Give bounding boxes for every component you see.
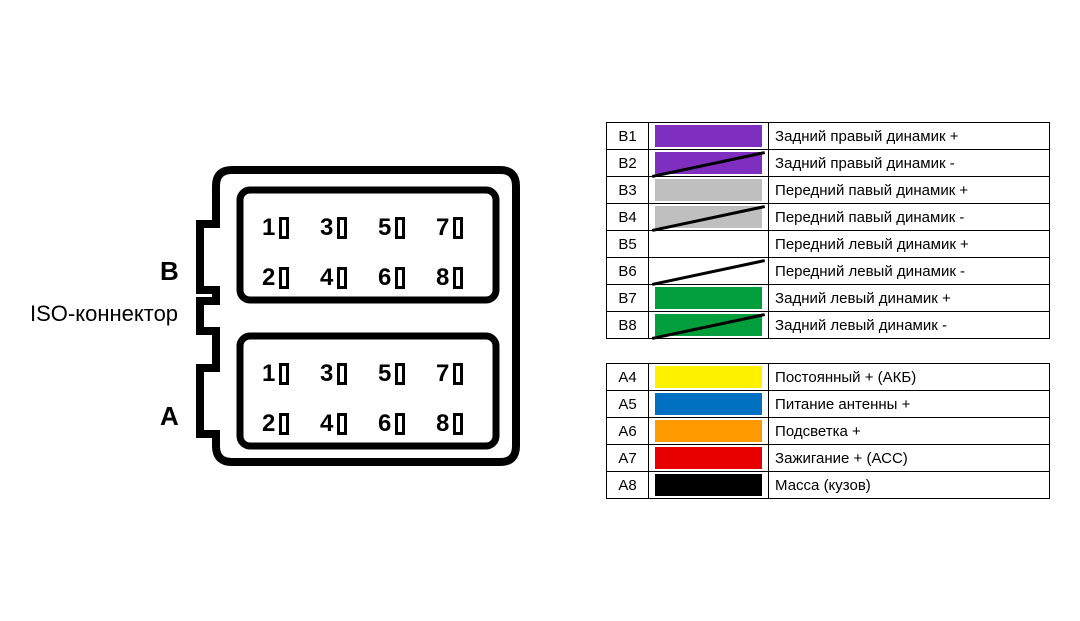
legend-row: A7 Зажигание + (АСС) <box>607 445 1050 472</box>
legend-row: B8 Задний левый динамик - <box>607 312 1050 339</box>
legend-code: B3 <box>607 177 649 204</box>
legend-swatch <box>649 312 769 339</box>
legend-row: B2 Задний правый динамик - <box>607 150 1050 177</box>
pin-b1: 1 <box>262 206 320 250</box>
pin-a1: 1 <box>262 352 320 396</box>
legend-desc: Передний павый динамик + <box>769 177 1050 204</box>
legend-code: A4 <box>607 364 649 391</box>
legend-row: B1 Задний правый динамик + <box>607 123 1050 150</box>
legend-desc: Задний правый динамик - <box>769 150 1050 177</box>
legend-desc: Питание антенны + <box>769 391 1050 418</box>
legend-code: B7 <box>607 285 649 312</box>
pin-a5: 5 <box>378 352 436 396</box>
pin-b8: 8 <box>436 256 494 300</box>
legend-swatch <box>649 204 769 231</box>
legend-desc: Подсветка + <box>769 418 1050 445</box>
pin-b5: 5 <box>378 206 436 250</box>
legend-swatch <box>649 177 769 204</box>
legend-row: A8 Масса (кузов) <box>607 472 1050 499</box>
legend-desc: Масса (кузов) <box>769 472 1050 499</box>
legend-swatch <box>649 418 769 445</box>
legend-swatch <box>649 364 769 391</box>
legend-swatch <box>649 231 769 258</box>
legend-code: A6 <box>607 418 649 445</box>
section-label-b: B <box>160 256 179 287</box>
pin-b3: 3 <box>320 206 378 250</box>
pins-a: 1 3 5 7 2 4 6 8 <box>262 352 494 446</box>
legend-desc: Передний павый динамик - <box>769 204 1050 231</box>
legend-desc: Передний левый динамик + <box>769 231 1050 258</box>
legend-desc: Зажигание + (АСС) <box>769 445 1050 472</box>
legend-code: A5 <box>607 391 649 418</box>
legend-swatch <box>649 150 769 177</box>
pin-a4: 4 <box>320 402 378 446</box>
legend-table-b: B1 Задний правый динамик + B2 Задний правый… <box>606 122 1050 339</box>
legend-code: A8 <box>607 472 649 499</box>
pin-b2: 2 <box>262 256 320 300</box>
pin-a6: 6 <box>378 402 436 446</box>
legend-code: B2 <box>607 150 649 177</box>
legend-code: B6 <box>607 258 649 285</box>
legend-desc: Задний правый динамик + <box>769 123 1050 150</box>
pin-a2: 2 <box>262 402 320 446</box>
connector-drawing: B A 1 3 5 7 2 4 6 8 1 3 5 7 2 4 6 8 <box>196 156 526 466</box>
legend-swatch <box>649 472 769 499</box>
legend-swatch <box>649 445 769 472</box>
legend-row: B7 Задний левый динамик + <box>607 285 1050 312</box>
legend-row: A6 Подсветка + <box>607 418 1050 445</box>
legend-desc: Постоянный + (АКБ) <box>769 364 1050 391</box>
pin-a8: 8 <box>436 402 494 446</box>
legend-row: A5 Питание антенны + <box>607 391 1050 418</box>
iso-label: ISO-коннектор <box>30 301 178 327</box>
legend-row: A4 Постоянный + (АКБ) <box>607 364 1050 391</box>
connector-block: ISO-коннектор B A 1 3 5 7 2 4 6 8 <box>30 156 526 466</box>
legend-desc: Передний левый динамик - <box>769 258 1050 285</box>
pin-a7: 7 <box>436 352 494 396</box>
legend-row: B5 Передний левый динамик + <box>607 231 1050 258</box>
legend-swatch <box>649 285 769 312</box>
legend-swatch <box>649 123 769 150</box>
legend-code: B5 <box>607 231 649 258</box>
connector-panel: ISO-коннектор B A 1 3 5 7 2 4 6 8 <box>30 156 526 466</box>
section-label-a: A <box>160 401 179 432</box>
legend-code: B4 <box>607 204 649 231</box>
legend-row: B4 Передний павый динамик - <box>607 204 1050 231</box>
legend-panel: B1 Задний правый динамик + B2 Задний правый… <box>606 122 1050 499</box>
pin-b7: 7 <box>436 206 494 250</box>
pins-b: 1 3 5 7 2 4 6 8 <box>262 206 494 300</box>
legend-desc: Задний левый динамик + <box>769 285 1050 312</box>
legend-code: B1 <box>607 123 649 150</box>
pin-b6: 6 <box>378 256 436 300</box>
legend-row: B3 Передний павый динамик + <box>607 177 1050 204</box>
pin-b4: 4 <box>320 256 378 300</box>
legend-row: B6 Передний левый динамик - <box>607 258 1050 285</box>
legend-desc: Задний левый динамик - <box>769 312 1050 339</box>
legend-swatch <box>649 391 769 418</box>
pin-a3: 3 <box>320 352 378 396</box>
legend-swatch <box>649 258 769 285</box>
legend-code: B8 <box>607 312 649 339</box>
legend-table-a: A4Постоянный + (АКБ)A5Питание антенны +A… <box>606 363 1050 499</box>
legend-code: A7 <box>607 445 649 472</box>
